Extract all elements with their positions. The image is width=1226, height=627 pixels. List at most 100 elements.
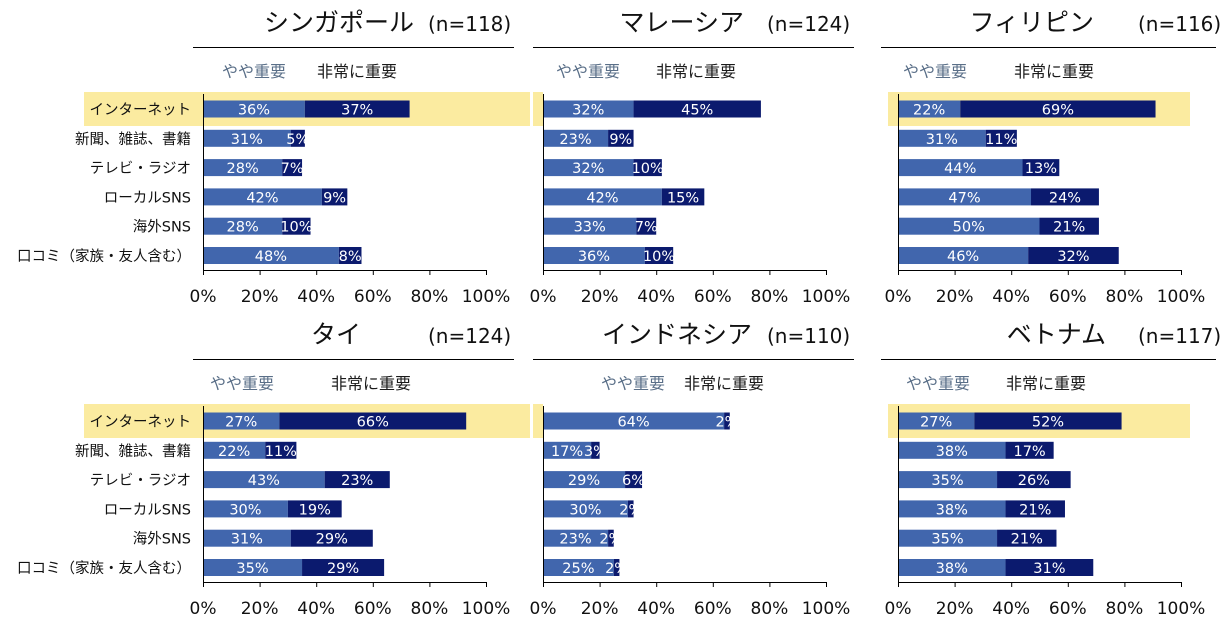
x-tick-label: 60% — [354, 599, 392, 619]
bar-very-important — [608, 129, 634, 147]
data-label-somewhat-important: 35% — [931, 532, 963, 548]
sample-size-label: (n=118) — [428, 12, 511, 36]
data-label-somewhat-important: 30% — [229, 502, 261, 518]
bar-very-important — [633, 100, 761, 118]
bar-somewhat-important — [543, 188, 662, 206]
category-label: 海外SNS — [133, 531, 191, 548]
data-label-somewhat-important: 31% — [231, 132, 263, 148]
data-label-very-important: 6% — [622, 473, 645, 489]
data-label-very-important: 29% — [316, 532, 348, 548]
bar-somewhat-important — [203, 500, 288, 518]
bar-somewhat-important — [543, 217, 637, 235]
data-label-very-important: 19% — [299, 502, 331, 518]
x-tick-label: 0% — [190, 287, 217, 307]
data-label-somewhat-important: 36% — [238, 103, 270, 119]
data-label-very-important: 2% — [599, 532, 622, 548]
category-label: ローカルSNS — [104, 502, 191, 518]
data-label-somewhat-important: 27% — [920, 415, 952, 431]
bar-very-important — [608, 529, 614, 547]
bar-very-important — [287, 500, 342, 518]
x-tick-label: 0% — [885, 287, 912, 307]
bar-somewhat-important — [898, 247, 1029, 264]
data-label-very-important: 7% — [281, 161, 304, 177]
data-label-very-important: 11% — [985, 132, 1017, 148]
data-label-very-important: 10% — [280, 220, 312, 236]
bar-somewhat-important — [898, 129, 986, 147]
data-label-somewhat-important: 29% — [568, 473, 600, 489]
bar-somewhat-important — [203, 188, 322, 206]
legend-somewhat-important: やや重要 — [222, 62, 286, 81]
data-label-very-important: 2% — [715, 415, 738, 431]
x-tick-label: 40% — [297, 287, 335, 307]
data-label-somewhat-important: 38% — [936, 444, 968, 460]
bar-somewhat-important — [543, 471, 626, 489]
data-label-very-important: 31% — [1033, 561, 1065, 577]
legend-very-important: 非常に重要 — [317, 62, 397, 81]
x-tick-label: 100% — [462, 599, 511, 619]
bar-very-important — [290, 129, 305, 147]
bar-somewhat-important — [543, 412, 725, 430]
data-label-somewhat-important: 31% — [231, 532, 263, 548]
chart-panel-3: フィリピン (n=116) やや重要 非常に重要 22% 69% 31% 11% 44% 13% 4… — [881, 8, 1221, 307]
category-label: インターネット — [90, 414, 192, 431]
bar-very-important — [960, 100, 1156, 118]
bar-somewhat-important — [898, 412, 975, 430]
highlight-band — [533, 92, 543, 126]
data-label-very-important: 66% — [357, 415, 389, 431]
data-label-somewhat-important: 22% — [913, 103, 945, 119]
bar-very-important — [997, 471, 1071, 489]
bar-very-important — [613, 559, 620, 576]
data-label-very-important: 29% — [327, 561, 359, 577]
category-label: インターネット — [90, 102, 192, 119]
legend-somewhat-important: やや重要 — [556, 62, 620, 81]
x-tick-label: 60% — [694, 599, 732, 619]
bar-very-important — [304, 100, 410, 118]
data-label-somewhat-important: 36% — [578, 249, 610, 265]
bar-somewhat-important — [898, 100, 961, 118]
data-label-very-important: 32% — [1057, 249, 1089, 265]
category-label: テレビ・ラジオ — [90, 160, 191, 177]
bar-somewhat-important — [898, 559, 1006, 576]
x-tick-label: 80% — [751, 287, 789, 307]
data-label-very-important: 10% — [632, 161, 664, 177]
data-label-somewhat-important: 38% — [936, 561, 968, 577]
bar-very-important — [338, 247, 362, 264]
x-tick-label: 40% — [297, 599, 335, 619]
x-tick-label: 100% — [462, 287, 511, 307]
bar-very-important — [633, 159, 662, 177]
chart-panel-6: ベトナム (n=117) やや重要 非常に重要 27% 52% 38% 17% 35% 26% 38… — [881, 320, 1221, 619]
bar-somewhat-important — [203, 159, 283, 177]
bar-very-important — [627, 500, 634, 518]
legend-somewhat-important: やや重要 — [601, 374, 665, 393]
x-tick-label: 40% — [992, 287, 1030, 307]
sample-size-label: (n=124) — [428, 324, 511, 348]
x-tick-label: 100% — [802, 287, 851, 307]
sample-size-label: (n=117) — [1138, 324, 1221, 348]
data-label-very-important: 13% — [1025, 161, 1057, 177]
bar-very-important — [290, 529, 373, 547]
data-label-very-important: 21% — [1053, 220, 1085, 236]
data-label-very-important: 10% — [643, 249, 675, 265]
legend-very-important: 非常に重要 — [331, 374, 411, 393]
bar-very-important — [974, 412, 1122, 430]
data-label-somewhat-important: 42% — [586, 190, 618, 206]
data-label-somewhat-important: 48% — [255, 249, 287, 265]
bar-very-important — [265, 441, 297, 459]
bar-very-important — [321, 188, 348, 206]
data-label-very-important: 52% — [1032, 415, 1064, 431]
bar-somewhat-important — [203, 412, 280, 430]
x-tick-label: 80% — [1106, 287, 1144, 307]
data-label-somewhat-important: 31% — [926, 132, 958, 148]
bar-somewhat-important — [543, 529, 609, 547]
x-tick-label: 20% — [581, 599, 619, 619]
data-label-somewhat-important: 27% — [225, 415, 257, 431]
chart-panel-4: タイ (n=124) やや重要 非常に重要インターネット新聞、雑誌、書籍テレビ・ラジオ… — [17, 320, 530, 619]
bar-very-important — [997, 529, 1057, 547]
bar-very-important — [1005, 559, 1094, 576]
data-label-somewhat-important: 23% — [559, 132, 591, 148]
data-label-very-important: 69% — [1042, 103, 1074, 119]
data-label-somewhat-important: 43% — [248, 473, 280, 489]
data-label-very-important: 23% — [341, 473, 373, 489]
data-label-somewhat-important: 32% — [572, 103, 604, 119]
